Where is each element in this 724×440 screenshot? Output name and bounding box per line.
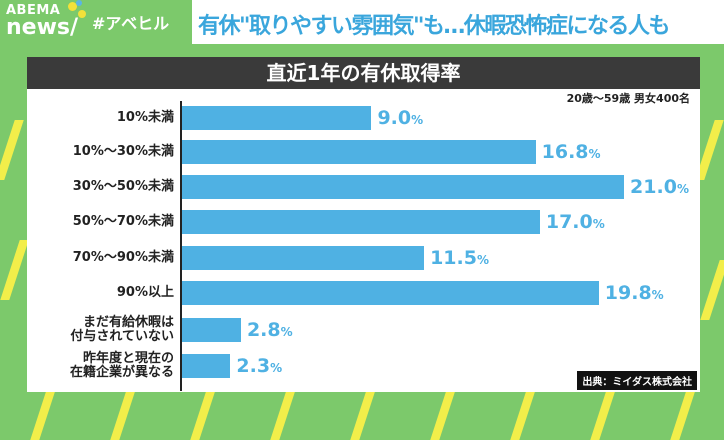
source-note: 出典：ミイダス株式会社 xyxy=(577,371,697,390)
headline: 有休"取りやすい雰囲気"も…休暇恐怖症になる人も xyxy=(192,0,724,44)
logo-bottom: news/ xyxy=(6,15,79,40)
chart-title: 直近1年の有休取得率 xyxy=(27,57,700,89)
hashtag: #アベヒル xyxy=(92,14,170,33)
bar xyxy=(182,354,231,378)
chart-subtitle: 20歳～59歳 男女400名 xyxy=(566,92,690,105)
category-label: 90%以上 xyxy=(116,285,174,300)
bar xyxy=(182,318,241,342)
chart-panel: 直近1年の有休取得率 20歳～59歳 男女400名 10%未満 9.0% 10%～3… xyxy=(27,57,700,392)
stripe xyxy=(700,260,724,320)
category-label: 50%～70%未満 xyxy=(72,214,174,229)
data-label: 19.8% xyxy=(604,282,664,304)
category-label: 30%～50%未満 xyxy=(72,179,174,194)
stripe xyxy=(0,240,29,300)
category-label: 10%～30%未満 xyxy=(72,144,174,159)
category-label: 昨年度と現在の 在籍企業が異なる xyxy=(69,351,174,380)
bar xyxy=(182,281,599,305)
category-label: 70%～90%未満 xyxy=(72,250,174,265)
category-label: 10%未満 xyxy=(116,110,174,125)
bar xyxy=(182,106,372,130)
data-label: 11.5% xyxy=(430,247,489,269)
data-label: 16.8% xyxy=(541,141,601,163)
data-label: 2.8% xyxy=(246,319,293,341)
data-label: 21.0% xyxy=(630,176,689,198)
category-label: まだ有給休暇は 付与されていない xyxy=(70,315,174,344)
data-label: 17.0% xyxy=(545,211,605,233)
data-label: 9.0% xyxy=(377,107,424,129)
logo-top: ABEMA xyxy=(6,3,61,18)
bar xyxy=(182,246,425,270)
y-axis-line xyxy=(180,101,182,391)
bar xyxy=(182,140,536,164)
bar xyxy=(182,175,625,199)
stripe xyxy=(0,120,24,180)
abema-news-logo: ABEMA news/ xyxy=(6,0,86,40)
bar xyxy=(182,210,540,234)
data-label: 2.3% xyxy=(236,355,283,377)
